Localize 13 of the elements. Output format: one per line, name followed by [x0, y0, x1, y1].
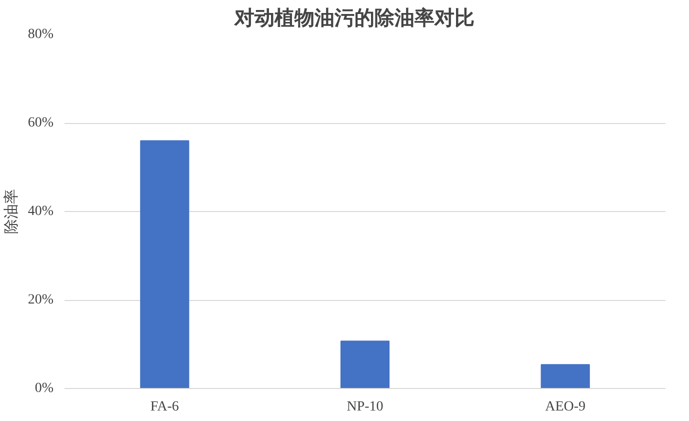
bar [540, 364, 590, 388]
x-tick-label: AEO-9 [545, 400, 586, 414]
y-tick-label: 80% [28, 27, 54, 42]
y-tick-label: 40% [28, 204, 54, 219]
x-tick-label: NP-10 [346, 400, 384, 414]
y-tick-label: 60% [28, 116, 54, 130]
x-tick-label: FA-6 [150, 400, 179, 414]
y-tick-label: 20% [28, 292, 54, 308]
chart-title: 对动植物油污的除油率对比 [234, 6, 474, 30]
y-tick-label: 0% [34, 381, 54, 396]
y-axis-title: 除油率 [2, 189, 20, 234]
bar [140, 140, 190, 388]
bar [340, 340, 390, 388]
